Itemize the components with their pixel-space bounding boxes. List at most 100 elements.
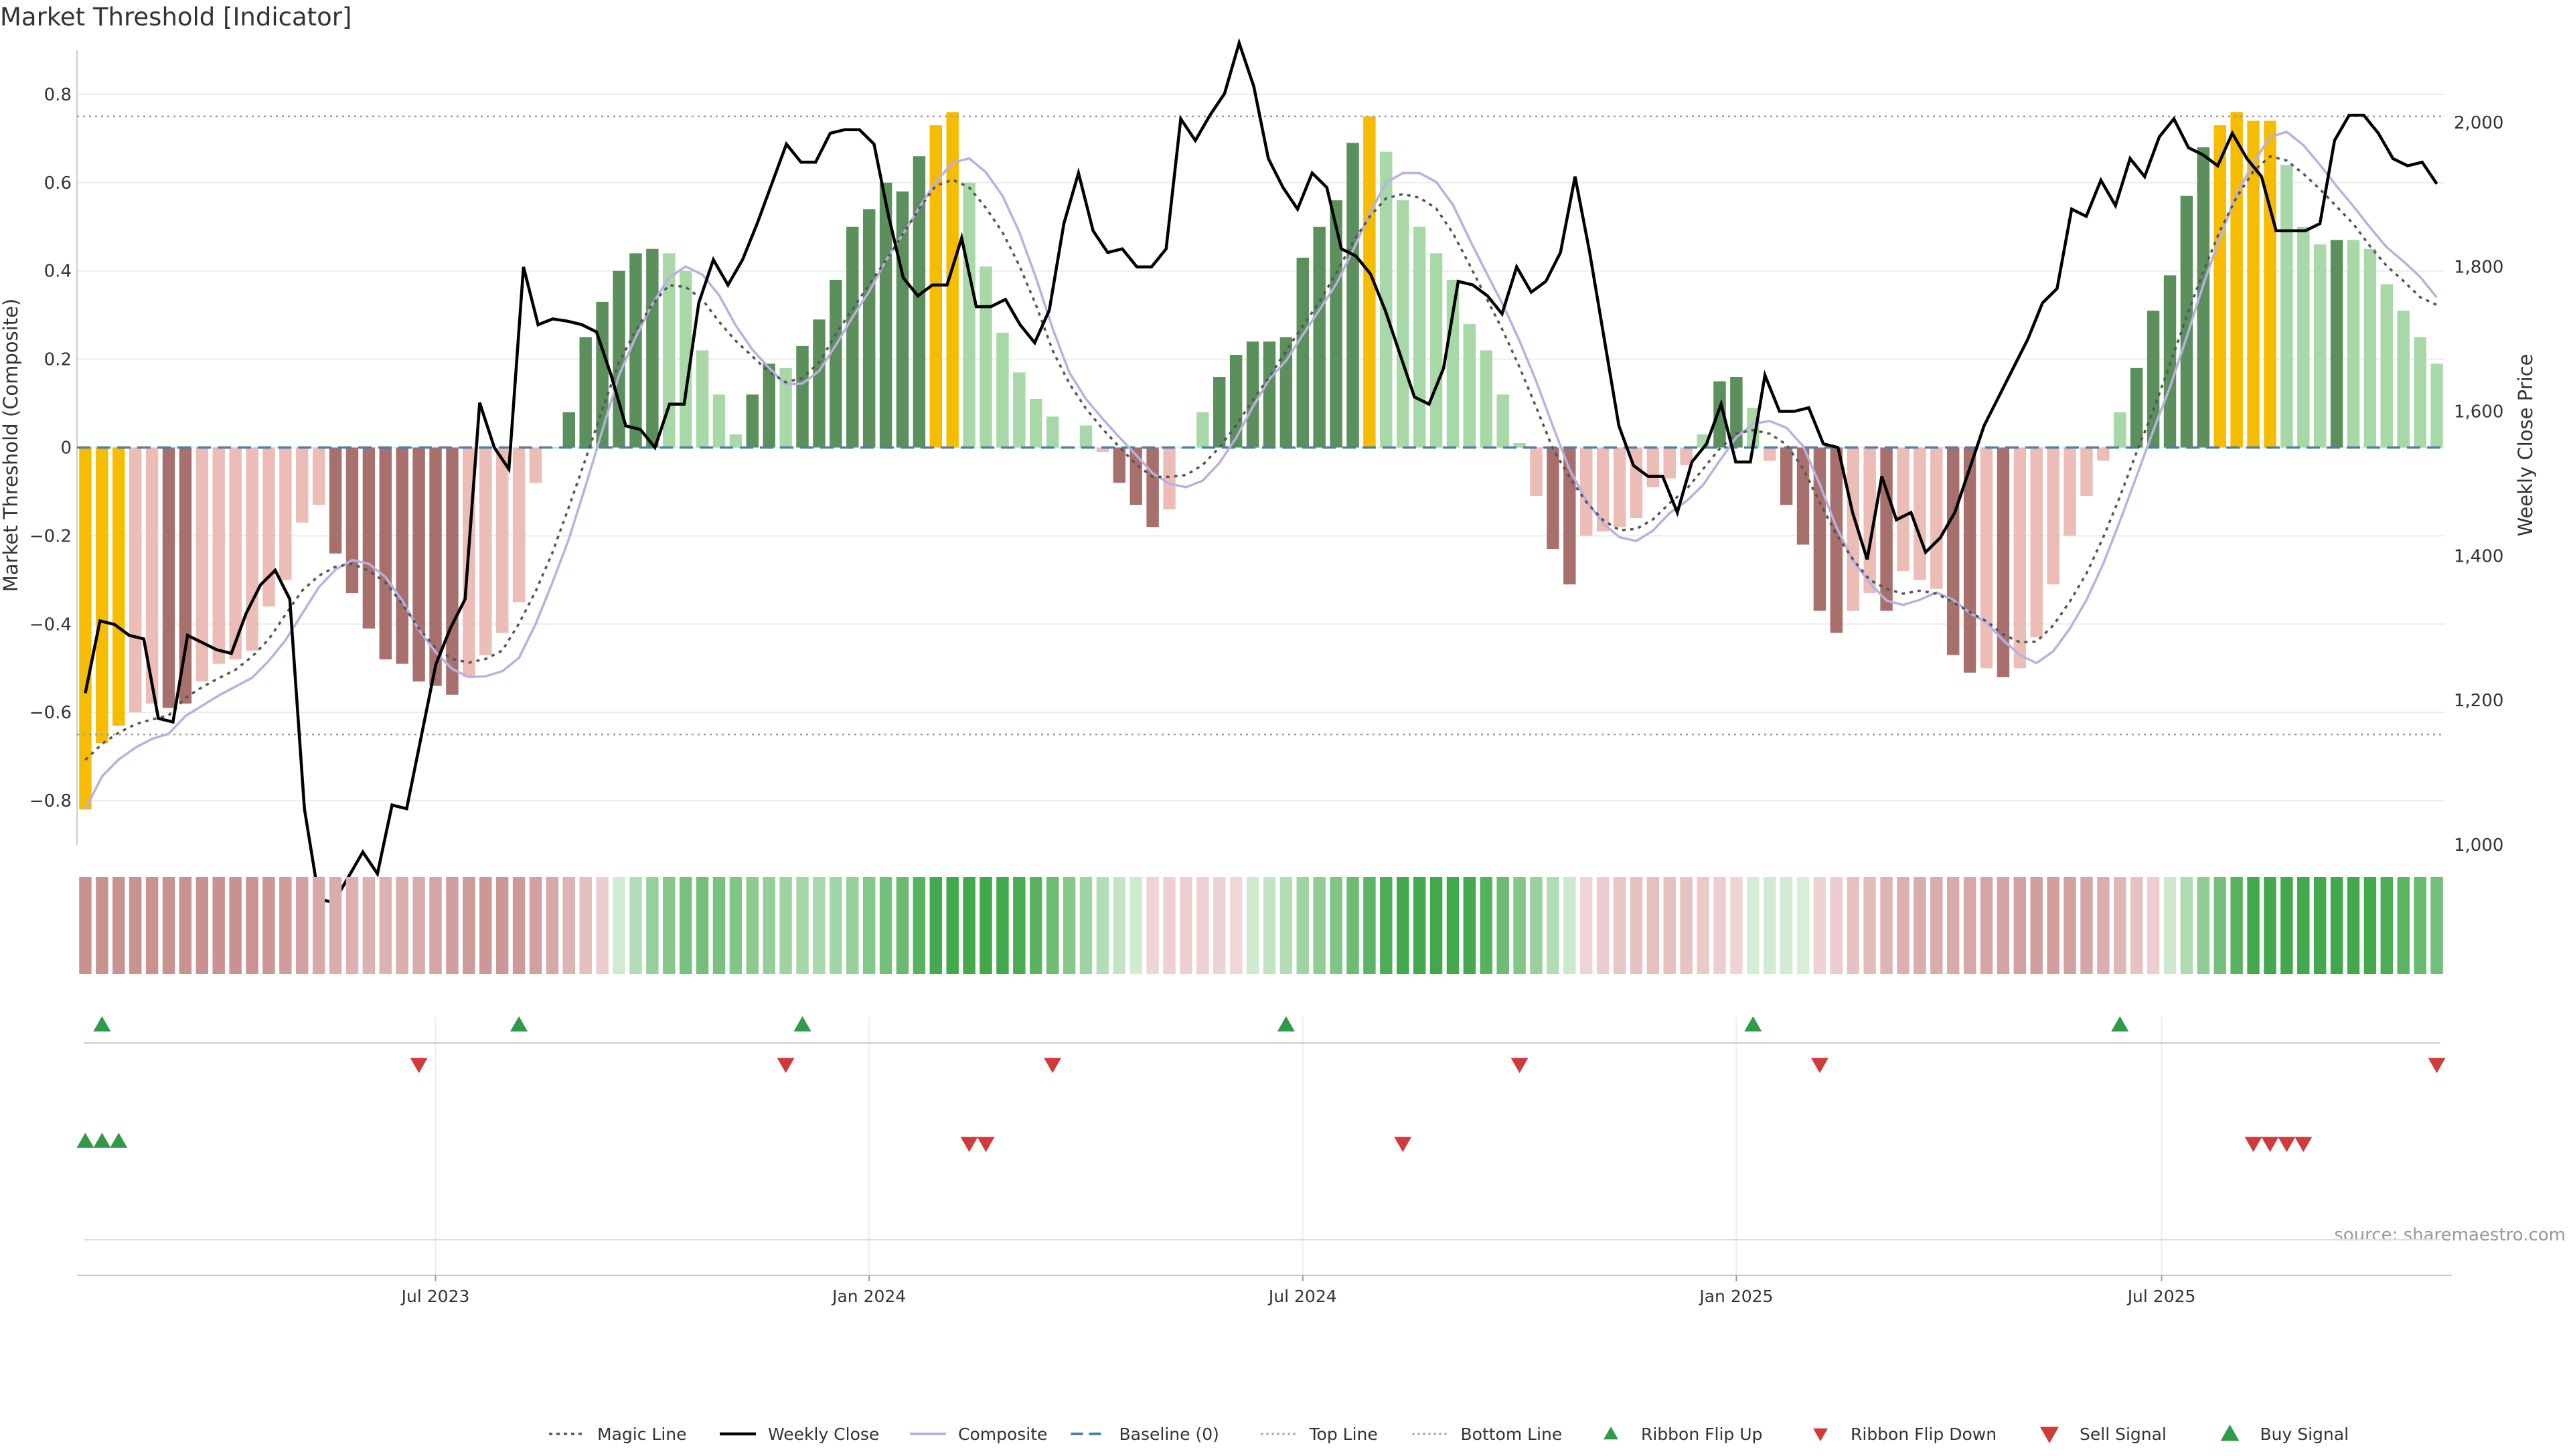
ribbon-cell	[546, 877, 559, 974]
ribbon-cell	[1763, 877, 1776, 974]
ribbon-cell	[1346, 877, 1359, 974]
ribbon-cell	[2430, 877, 2443, 974]
ribbon-cell	[329, 877, 342, 974]
left-tick-label: 0	[60, 438, 72, 459]
composite-bar	[1196, 412, 1209, 448]
ribbon-cell	[1046, 877, 1059, 974]
composite-bar	[579, 337, 592, 448]
composite-bar	[2047, 447, 2059, 584]
ribbon-cell	[362, 877, 376, 974]
composite-bar	[1547, 447, 1559, 550]
ribbon-cell	[2280, 877, 2293, 974]
sell-signal-marker	[960, 1137, 978, 1152]
composite-bar	[562, 412, 576, 448]
composite-bar	[663, 253, 676, 448]
ribbon-cell	[1596, 877, 1610, 974]
ribbon-cell	[1363, 877, 1376, 974]
ribbon-cell	[1429, 877, 1443, 974]
right-tick-label: 1,400	[2454, 546, 2503, 566]
left-tick-label: −0.4	[29, 615, 72, 635]
ribbon-cell	[96, 877, 108, 974]
composite-bar	[1596, 447, 1610, 532]
composite-bar	[629, 253, 642, 448]
ribbon-cell	[1013, 877, 1026, 974]
ribbon-cell	[996, 877, 1009, 974]
composite-bar	[1296, 257, 1309, 448]
ribbon-cell	[1946, 877, 1960, 974]
legend-label: Ribbon Flip Down	[1851, 1425, 1997, 1444]
ribbon-cell	[162, 877, 175, 974]
composite-bar	[2380, 284, 2394, 448]
ribbon-cell	[1914, 877, 1926, 974]
composite-bar	[1997, 447, 2010, 677]
ribbon-cell	[1079, 877, 1093, 974]
ribbon-cell	[1880, 877, 1893, 974]
buy-signal-marker	[110, 1133, 128, 1148]
legend-item-bottom: Bottom Line	[1412, 1425, 1562, 1444]
ribbon-cell	[1863, 877, 1876, 974]
composite-bar	[1747, 408, 1760, 448]
ribbon-cell	[412, 877, 425, 974]
composite-bar	[479, 447, 492, 655]
buy-signal-marker	[93, 1133, 111, 1148]
left-tick-label: −0.8	[29, 791, 72, 811]
composite-bar	[1980, 447, 1993, 669]
ribbon-cell	[1847, 877, 1859, 974]
left-tick-label: −0.2	[29, 526, 72, 546]
ribbon-cell	[512, 877, 526, 974]
ribbon-cell	[712, 877, 726, 974]
ribbon-cell	[1747, 877, 1760, 974]
composite-bar	[1813, 447, 1826, 611]
ribbon-cell	[1330, 877, 1342, 974]
composite-bar	[2363, 248, 2377, 448]
composite-bar	[796, 345, 809, 448]
composite-bar	[1030, 398, 1042, 448]
ribbon-cell	[1263, 877, 1276, 974]
ribbon-cell	[2380, 877, 2394, 974]
ribbon-cell	[1196, 877, 1209, 974]
composite-bar	[830, 279, 842, 448]
composite-bar	[2130, 368, 2143, 448]
x-tick-label: Jan 2024	[831, 1287, 906, 1306]
composite-bar	[2030, 447, 2043, 638]
composite-bar	[779, 368, 792, 448]
ribbon-cell	[1146, 877, 1159, 974]
composite-bar	[79, 447, 92, 810]
ribbon-cell	[2247, 877, 2260, 974]
ribbon-cell	[696, 877, 709, 974]
composite-bar	[1796, 447, 1810, 545]
composite-bar	[329, 447, 342, 554]
ribbon-cell	[1096, 877, 1109, 974]
legend-label: Magic Line	[597, 1425, 687, 1444]
right-tick-label: 2,000	[2454, 113, 2503, 133]
composite-bar	[529, 447, 542, 483]
composite-bar	[2180, 195, 2193, 448]
composite-bar	[1113, 447, 1125, 483]
ribbon-cell	[2347, 877, 2360, 974]
composite-bar	[2163, 275, 2177, 448]
ribbon-cell	[1413, 877, 1426, 974]
composite-bar	[1946, 447, 1960, 655]
ribbon-cell	[2147, 877, 2160, 974]
ribbon-cell	[312, 877, 325, 974]
ribbon-cell	[646, 877, 659, 974]
ribbon-cell	[79, 877, 92, 974]
ribbon-cell	[345, 877, 359, 974]
ribbon-cell	[2013, 877, 2027, 974]
composite-bar	[2080, 447, 2093, 497]
ribbon-cell	[879, 877, 892, 974]
left-tick-label: 0.8	[44, 85, 72, 105]
composite-bar	[879, 182, 892, 448]
ribbon-cell	[1780, 877, 1793, 974]
ribbon-cell	[1163, 877, 1176, 974]
composite-bar	[362, 447, 376, 629]
ribbon-flip-up-marker	[1744, 1016, 1762, 1032]
ribbon-cell	[896, 877, 909, 974]
composite-bar	[1429, 253, 1443, 448]
composite-bar	[1246, 341, 1259, 448]
ribbon-cell	[729, 877, 743, 974]
composite-bar	[1363, 116, 1376, 448]
ribbon-cell	[1496, 877, 1509, 974]
legend-swatch	[2040, 1427, 2059, 1443]
